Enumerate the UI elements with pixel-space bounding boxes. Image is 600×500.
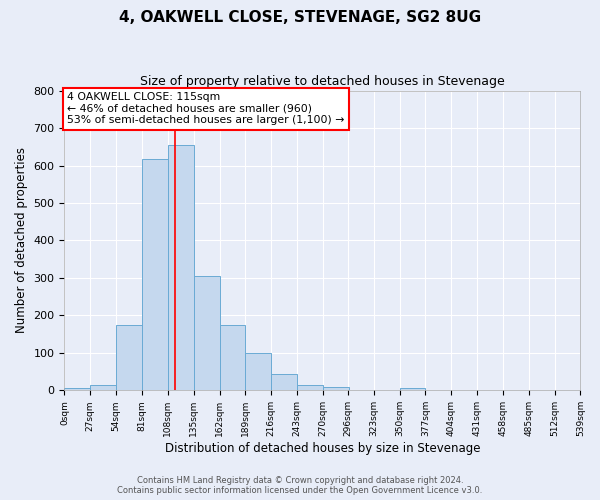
Text: Contains HM Land Registry data © Crown copyright and database right 2024.
Contai: Contains HM Land Registry data © Crown c… [118, 476, 482, 495]
Bar [168, 145, 194, 390]
Bar [90, 386, 116, 390]
Bar [323, 388, 349, 390]
Bar [297, 385, 323, 390]
X-axis label: Distribution of detached houses by size in Stevenage: Distribution of detached houses by size … [165, 442, 480, 455]
Bar [245, 353, 271, 391]
Text: 4, OAKWELL CLOSE, STEVENAGE, SG2 8UG: 4, OAKWELL CLOSE, STEVENAGE, SG2 8UG [119, 10, 481, 25]
Bar [271, 374, 297, 390]
Bar [142, 159, 168, 390]
Bar [220, 325, 245, 390]
Text: 4 OAKWELL CLOSE: 115sqm
← 46% of detached houses are smaller (960)
53% of semi-d: 4 OAKWELL CLOSE: 115sqm ← 46% of detache… [67, 92, 344, 126]
Y-axis label: Number of detached properties: Number of detached properties [15, 148, 28, 334]
Bar [194, 276, 220, 390]
Bar [64, 388, 90, 390]
Bar [116, 325, 142, 390]
Title: Size of property relative to detached houses in Stevenage: Size of property relative to detached ho… [140, 75, 505, 88]
Bar [400, 388, 425, 390]
